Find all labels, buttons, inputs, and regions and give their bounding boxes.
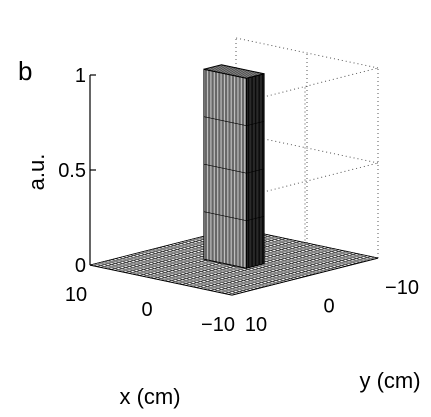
- floor-mesh-line: [100, 262, 243, 293]
- floor-mesh-line: [144, 250, 287, 282]
- floor-mesh-line: [89, 264, 233, 296]
- floor-mesh-line: [141, 251, 284, 283]
- floor-mesh-line: [122, 256, 265, 287]
- floor-mesh-line: [148, 249, 291, 281]
- plateau-mesh-line: [206, 68, 250, 78]
- panel-label: b: [18, 56, 32, 86]
- plateau-contour: [246, 215, 265, 222]
- y-tick-label: −10: [385, 277, 419, 299]
- floor-mesh-line: [137, 252, 280, 284]
- floor-mesh-line: [97, 262, 240, 294]
- floor-mesh-line: [111, 259, 254, 290]
- floor-mesh-line: [104, 261, 247, 292]
- plateau-contour: [203, 163, 247, 174]
- z-tick-label: 0: [75, 255, 86, 277]
- y-tick-label: 0: [323, 296, 334, 318]
- plateau-mesh-line: [208, 67, 251, 78]
- floor-mesh-line: [119, 257, 262, 288]
- x-tick-label: −10: [201, 314, 235, 336]
- floor-mesh-line: [152, 249, 295, 280]
- floor-mesh-line: [93, 263, 236, 295]
- plateau-mesh-line: [212, 66, 256, 77]
- grid-line: [235, 37, 379, 69]
- y-axis-label: y (cm): [359, 368, 420, 393]
- y-tick-label: 10: [245, 314, 267, 336]
- plateau-mesh-line: [214, 66, 257, 76]
- floor-mesh-line: [126, 255, 269, 286]
- plateau-mesh-line: [217, 65, 260, 76]
- plateau-mesh-line: [221, 64, 265, 74]
- floor-mesh-line: [130, 254, 273, 286]
- z-tick-label: 0.5: [58, 160, 86, 182]
- floor-mesh-line: [108, 260, 251, 291]
- plateau-contour: [246, 120, 265, 127]
- plateau-mesh-line: [211, 67, 254, 77]
- plateau-mesh-line: [209, 67, 253, 77]
- x-tick-label: 0: [141, 299, 152, 321]
- plateau-surface: [203, 64, 265, 269]
- plateau-mesh-line: [205, 68, 249, 79]
- plateau-mesh-line: [218, 65, 262, 75]
- plateau-mesh-line: [219, 64, 263, 75]
- plateau-mesh-line: [215, 66, 259, 76]
- z-axis-label: a.u.: [24, 154, 49, 191]
- plateau-mesh-line: [203, 69, 247, 79]
- floor-mesh-line: [115, 258, 258, 289]
- tick-labels: 10 0 −10 −10 0 10 0 0.5 1: [58, 65, 419, 336]
- x-axis-label: x (cm): [119, 384, 180, 409]
- plateau-contour: [203, 211, 247, 222]
- plateau-contour: [246, 168, 265, 174]
- z-tick-label: 1: [75, 65, 86, 87]
- x-tick-label: 10: [65, 284, 87, 306]
- floor-mesh-line: [133, 253, 276, 285]
- plateau-contour: [203, 116, 247, 127]
